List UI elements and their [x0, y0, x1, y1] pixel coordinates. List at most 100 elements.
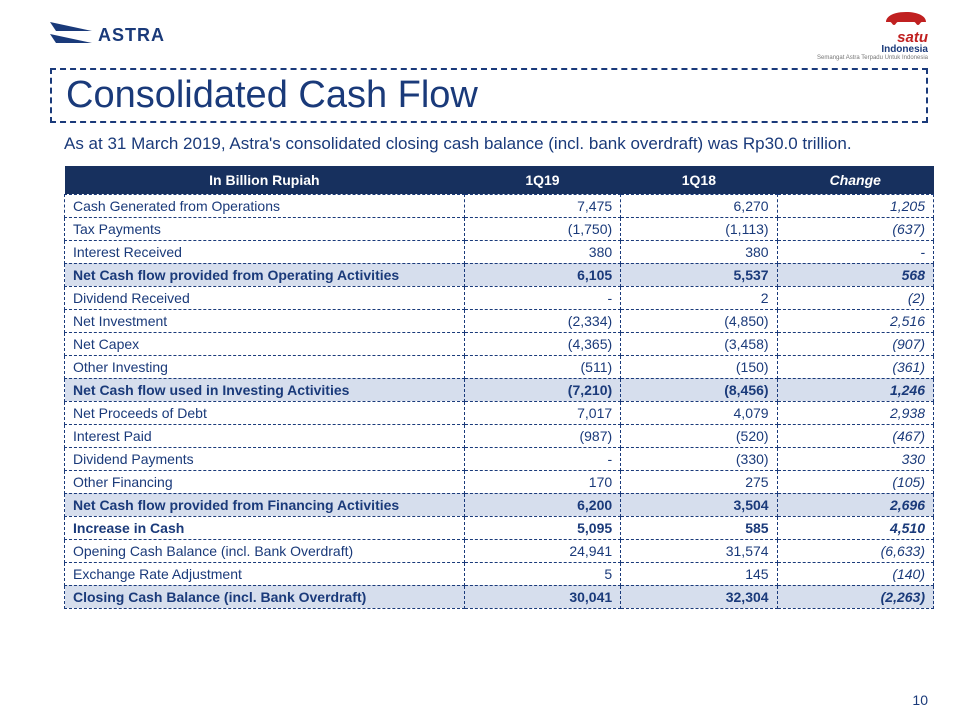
- table-row: Dividend Payments-(330)330: [65, 447, 934, 470]
- table-row: Net Investment(2,334)(4,850)2,516: [65, 309, 934, 332]
- row-1q18: 6,270: [621, 194, 777, 217]
- row-1q19: 5: [464, 562, 620, 585]
- row-1q18: 4,079: [621, 401, 777, 424]
- table-row: Dividend Received-2(2): [65, 286, 934, 309]
- row-change: (6,633): [777, 539, 933, 562]
- row-1q19: 170: [464, 470, 620, 493]
- row-change: (467): [777, 424, 933, 447]
- table-row: Increase in Cash5,0955854,510: [65, 516, 934, 539]
- row-1q18: (4,850): [621, 309, 777, 332]
- table-row: Tax Payments(1,750)(1,113)(637): [65, 217, 934, 240]
- row-1q18: (3,458): [621, 332, 777, 355]
- row-1q18: 585: [621, 516, 777, 539]
- row-change: 2,696: [777, 493, 933, 516]
- row-change: -: [777, 240, 933, 263]
- row-1q19: (7,210): [464, 378, 620, 401]
- row-label: Exchange Rate Adjustment: [65, 562, 465, 585]
- astra-logo-text: ASTRA: [98, 25, 165, 46]
- table-row: Net Capex(4,365)(3,458)(907): [65, 332, 934, 355]
- row-1q19: 6,105: [464, 263, 620, 286]
- row-change: (361): [777, 355, 933, 378]
- row-1q18: 5,537: [621, 263, 777, 286]
- row-1q19: 24,941: [464, 539, 620, 562]
- row-change: (2,263): [777, 585, 933, 608]
- row-change: 568: [777, 263, 933, 286]
- row-label: Interest Received: [65, 240, 465, 263]
- table-row: Net Cash flow provided from Operating Ac…: [65, 263, 934, 286]
- row-1q19: -: [464, 447, 620, 470]
- row-change: (140): [777, 562, 933, 585]
- row-1q18: 145: [621, 562, 777, 585]
- row-label: Net Proceeds of Debt: [65, 401, 465, 424]
- row-change: 4,510: [777, 516, 933, 539]
- row-label: Increase in Cash: [65, 516, 465, 539]
- row-label: Net Cash flow provided from Operating Ac…: [65, 263, 465, 286]
- col-change: Change: [777, 166, 933, 195]
- row-label: Closing Cash Balance (incl. Bank Overdra…: [65, 585, 465, 608]
- page-number: 10: [912, 692, 928, 708]
- title-container: Consolidated Cash Flow: [50, 68, 928, 123]
- row-1q19: 30,041: [464, 585, 620, 608]
- row-label: Other Investing: [65, 355, 465, 378]
- row-label: Cash Generated from Operations: [65, 194, 465, 217]
- satu-indonesia-logo: satu Indonesia Semangat Astra Terpadu Un…: [817, 10, 928, 61]
- row-1q19: (1,750): [464, 217, 620, 240]
- row-label: Dividend Received: [65, 286, 465, 309]
- row-change: (2): [777, 286, 933, 309]
- row-label: Dividend Payments: [65, 447, 465, 470]
- page-header: ASTRA satu Indonesia Semangat Astra Terp…: [0, 0, 978, 60]
- row-change: 1,246: [777, 378, 933, 401]
- table-row: Closing Cash Balance (incl. Bank Overdra…: [65, 585, 934, 608]
- row-1q18: (8,456): [621, 378, 777, 401]
- row-label: Tax Payments: [65, 217, 465, 240]
- row-1q18: 2: [621, 286, 777, 309]
- table-row: Interest Received380380-: [65, 240, 934, 263]
- row-change: (637): [777, 217, 933, 240]
- row-1q18: (1,113): [621, 217, 777, 240]
- row-1q18: 32,304: [621, 585, 777, 608]
- satu-car-icon: [817, 10, 928, 30]
- row-label: Net Cash flow provided from Financing Ac…: [65, 493, 465, 516]
- table-row: Other Financing170275(105): [65, 470, 934, 493]
- row-1q19: (511): [464, 355, 620, 378]
- row-1q18: 3,504: [621, 493, 777, 516]
- table-header-row: In Billion Rupiah 1Q19 1Q18 Change: [65, 166, 934, 195]
- row-1q19: 380: [464, 240, 620, 263]
- table-row: Opening Cash Balance (incl. Bank Overdra…: [65, 539, 934, 562]
- row-label: Interest Paid: [65, 424, 465, 447]
- row-1q19: (987): [464, 424, 620, 447]
- cashflow-table: In Billion Rupiah 1Q19 1Q18 Change Cash …: [64, 166, 934, 609]
- row-change: 330: [777, 447, 933, 470]
- row-1q18: 275: [621, 470, 777, 493]
- row-1q18: 380: [621, 240, 777, 263]
- row-1q19: 6,200: [464, 493, 620, 516]
- row-label: Net Investment: [65, 309, 465, 332]
- col-1q19: 1Q19: [464, 166, 620, 195]
- col-label: In Billion Rupiah: [65, 166, 465, 195]
- table-row: Net Cash flow provided from Financing Ac…: [65, 493, 934, 516]
- table-row: Other Investing(511)(150)(361): [65, 355, 934, 378]
- row-1q19: (2,334): [464, 309, 620, 332]
- row-1q19: (4,365): [464, 332, 620, 355]
- row-1q19: 7,475: [464, 194, 620, 217]
- row-label: Net Capex: [65, 332, 465, 355]
- row-1q18: (330): [621, 447, 777, 470]
- astra-logo: ASTRA: [50, 22, 165, 48]
- row-1q19: -: [464, 286, 620, 309]
- page-title: Consolidated Cash Flow: [66, 74, 912, 117]
- col-1q18: 1Q18: [621, 166, 777, 195]
- table-row: Exchange Rate Adjustment5145(140): [65, 562, 934, 585]
- row-change: (105): [777, 470, 933, 493]
- row-1q18: (150): [621, 355, 777, 378]
- satu-logo-text-bottom: Indonesia: [817, 45, 928, 55]
- table-row: Net Proceeds of Debt7,0174,0792,938: [65, 401, 934, 424]
- table-row: Cash Generated from Operations7,4756,270…: [65, 194, 934, 217]
- row-label: Opening Cash Balance (incl. Bank Overdra…: [65, 539, 465, 562]
- row-1q19: 5,095: [464, 516, 620, 539]
- row-label: Other Financing: [65, 470, 465, 493]
- row-change: 2,516: [777, 309, 933, 332]
- intro-paragraph: As at 31 March 2019, Astra's consolidate…: [64, 133, 928, 156]
- astra-wedge-icon: [50, 22, 92, 48]
- satu-logo-text-top: satu: [817, 30, 928, 45]
- table-row: Net Cash flow used in Investing Activiti…: [65, 378, 934, 401]
